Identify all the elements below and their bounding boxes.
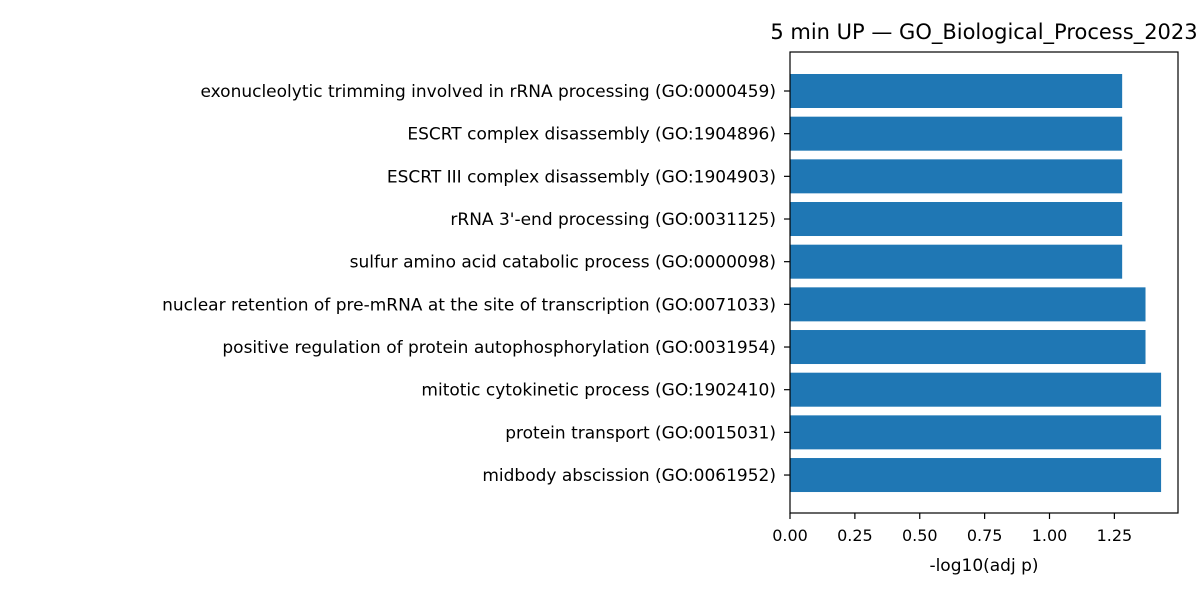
bar-6 xyxy=(790,330,1146,365)
x-axis: 0.00 0.25 0.50 0.75 1.00 1.25 xyxy=(772,513,1132,545)
y-axis: exonucleolytic trimming involved in rRNA… xyxy=(162,82,790,486)
category-label-5: nuclear retention of pre-mRNA at the sit… xyxy=(162,295,776,315)
bar-3 xyxy=(790,202,1123,237)
plot-frame xyxy=(789,51,1179,514)
x-tick-label-1: 0.25 xyxy=(837,526,873,545)
category-label-8: protein transport (GO:0015031) xyxy=(505,423,776,443)
bar-0 xyxy=(790,74,1123,108)
category-label-9: midbody abscission (GO:0061952) xyxy=(482,466,776,486)
bar-5 xyxy=(790,287,1146,322)
x-tick-label-3: 0.75 xyxy=(967,526,1003,545)
bar-4 xyxy=(790,244,1123,279)
category-label-0: exonucleolytic trimming involved in rRNA… xyxy=(200,82,776,102)
chart-title: 5 min UP — GO_Biological_Process_2023 xyxy=(770,20,1197,45)
category-label-2: ESCRT III complex disassembly (GO:190490… xyxy=(387,167,776,187)
bars-group xyxy=(790,74,1162,493)
bar-8 xyxy=(790,415,1162,450)
x-tick-label-4: 1.00 xyxy=(1032,526,1068,545)
x-tick-label-0: 0.00 xyxy=(772,526,808,545)
x-tick-label-5: 1.25 xyxy=(1097,526,1133,545)
category-label-4: sulfur amino acid catabolic process (GO:… xyxy=(350,253,776,273)
bar-1 xyxy=(790,116,1123,151)
bar-7 xyxy=(790,372,1162,407)
x-axis-label: -log10(adj p) xyxy=(929,556,1038,576)
bar-9 xyxy=(790,458,1162,493)
category-label-1: ESCRT complex disassembly (GO:1904896) xyxy=(407,125,776,145)
x-tick-label-2: 0.50 xyxy=(902,526,938,545)
bar-2 xyxy=(790,159,1123,194)
category-label-7: mitotic cytokinetic process (GO:1902410) xyxy=(421,381,776,401)
category-label-3: rRNA 3'-end processing (GO:0031125) xyxy=(450,210,776,230)
category-label-6: positive regulation of protein autophosp… xyxy=(222,338,776,358)
